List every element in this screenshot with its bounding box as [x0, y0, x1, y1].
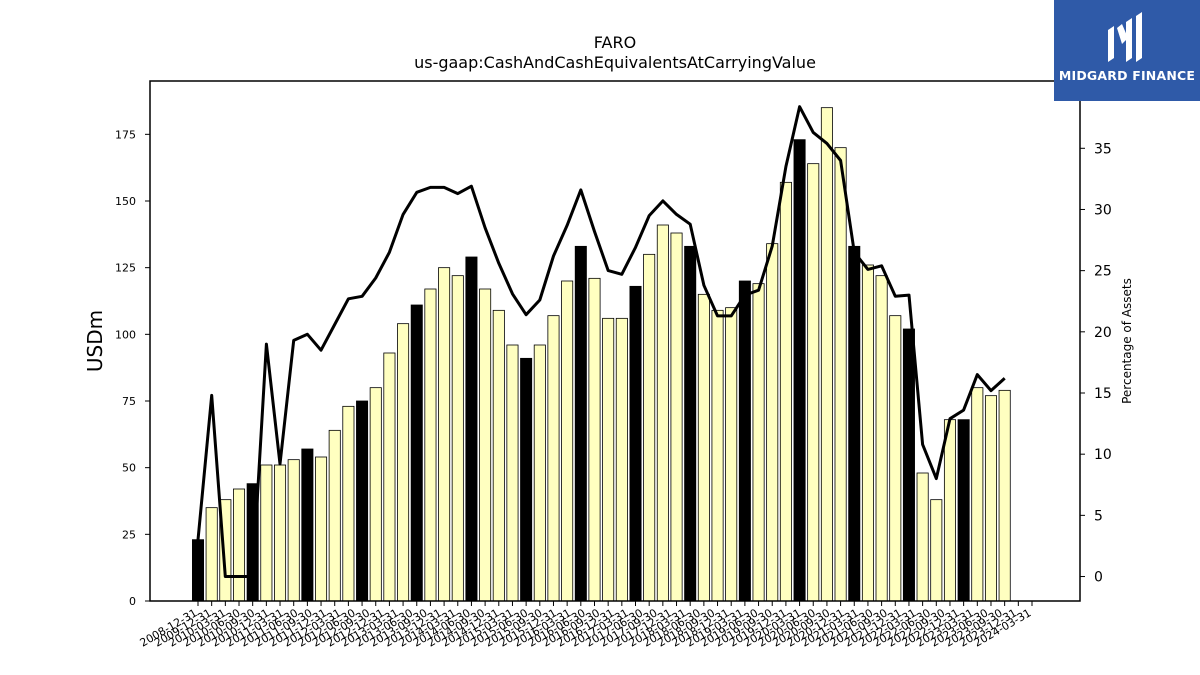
y2-tick-label: 20 — [1094, 325, 1112, 341]
bar-2018-03-31 — [697, 293, 710, 602]
y-tick-label: 125 — [115, 262, 136, 275]
y2-tick-label: 35 — [1094, 141, 1112, 157]
y-axis-ticks: 0 25 50 75 100 125 150 175 — [115, 128, 150, 608]
percentage-line — [196, 105, 1006, 578]
bar-2023-03-31 — [971, 387, 984, 602]
bar-2022-03-31 — [916, 472, 929, 602]
bars-group — [191, 107, 1011, 602]
bar-2015-03-31 — [533, 344, 546, 602]
bar-2014-06-30 — [492, 309, 505, 602]
bar-2020-09-30 — [834, 147, 847, 602]
bar-2019-12-31 — [793, 139, 806, 602]
x-axis-ticks: 2008-12-312009-12-312010-03-312010-06-30… — [138, 601, 1034, 650]
y2-axis-ticks: 0 5 10 15 20 25 30 35 — [1080, 141, 1112, 586]
bar-2020-06-30 — [820, 107, 833, 602]
bar-2020-03-31 — [807, 163, 820, 602]
bar-2017-03-31 — [643, 253, 656, 602]
chart-title: FARO — [594, 33, 636, 52]
bar-2013-06-30 — [438, 267, 451, 602]
y2-axis-label: Percentage of Assets — [1120, 278, 1134, 404]
bar-2010-06-30 — [274, 464, 287, 602]
y-tick-label: 175 — [115, 128, 136, 141]
bar-2017-12-31 — [684, 245, 697, 602]
bar-2017-06-30 — [656, 224, 669, 602]
y-axis-label: USDm — [83, 310, 107, 372]
bar-2020-12-31 — [848, 245, 861, 602]
y2-tick-label: 15 — [1094, 386, 1112, 402]
bar-2010-09-30 — [287, 459, 300, 602]
y2-tick-label: 10 — [1094, 447, 1112, 463]
bar-2023-06-30 — [984, 395, 997, 602]
bar-2023-09-30 — [998, 389, 1011, 602]
bar-2018-06-30 — [711, 309, 724, 602]
y2-tick-label: 25 — [1094, 264, 1112, 280]
logo: MIDGARD FINANCE — [1054, 0, 1200, 101]
bar-2016-06-30 — [602, 317, 615, 602]
y2-tick-label: 30 — [1094, 202, 1112, 218]
y-tick-label: 0 — [129, 595, 136, 608]
bar-2014-12-31 — [520, 357, 533, 602]
bar-2013-09-30 — [451, 275, 464, 602]
bar-2022-12-31 — [957, 419, 970, 602]
logo-mark-icon — [1108, 12, 1142, 62]
bar-2014-03-31 — [479, 288, 492, 602]
bar-2016-09-30 — [615, 317, 628, 602]
bar-2015-06-30 — [547, 315, 560, 602]
bar-2022-09-30 — [943, 419, 956, 602]
bar-2011-12-31 — [356, 400, 369, 602]
y-tick-label: 100 — [115, 328, 136, 341]
bar-2018-09-30 — [725, 307, 738, 602]
bar-2010-03-31 — [260, 464, 273, 602]
chart-subtitle: us-gaap:CashAndCashEquivalentsAtCarrying… — [414, 53, 816, 72]
bar-2021-09-30 — [889, 315, 902, 602]
line-group — [196, 105, 1006, 578]
y2-tick-label: 0 — [1094, 570, 1103, 586]
bar-2018-12-31 — [738, 280, 751, 602]
bar-2019-09-30 — [779, 181, 792, 602]
y-tick-label: 25 — [122, 528, 136, 541]
bar-2012-03-31 — [369, 387, 382, 602]
bar-2009-03-31 — [205, 507, 218, 602]
bar-2008-12-31 — [191, 539, 205, 602]
bar-2013-03-31 — [424, 288, 437, 602]
bar-2012-12-31 — [410, 304, 423, 602]
bar-2019-06-30 — [766, 243, 779, 602]
bar-2015-12-31 — [574, 245, 587, 602]
bar-2010-12-31 — [301, 448, 314, 602]
bar-2017-09-30 — [670, 232, 683, 602]
bar-2012-09-30 — [397, 323, 410, 602]
y-tick-label: 75 — [122, 395, 136, 408]
bar-2021-03-31 — [861, 264, 874, 602]
bar-2014-09-30 — [506, 344, 519, 602]
plot-frame — [149, 80, 1081, 602]
bar-2015-09-30 — [561, 280, 574, 602]
bar-2012-06-30 — [383, 352, 396, 602]
bar-2009-09-30 — [233, 488, 246, 602]
bar-2011-06-30 — [328, 429, 341, 602]
y-tick-label: 150 — [115, 195, 136, 208]
y2-tick-label: 5 — [1094, 508, 1103, 524]
bar-2011-03-31 — [315, 456, 328, 602]
bar-2016-12-31 — [629, 285, 642, 602]
logo-text: MIDGARD FINANCE — [1058, 68, 1196, 83]
bar-2021-12-31 — [902, 328, 915, 602]
y-tick-label: 50 — [122, 462, 136, 475]
bar-2016-03-31 — [588, 277, 601, 602]
bar-2011-09-30 — [342, 405, 355, 602]
bar-2021-06-30 — [875, 275, 888, 602]
bar-2022-06-30 — [930, 499, 943, 602]
bar-2013-12-31 — [465, 256, 478, 602]
bar-2019-03-31 — [752, 283, 765, 602]
